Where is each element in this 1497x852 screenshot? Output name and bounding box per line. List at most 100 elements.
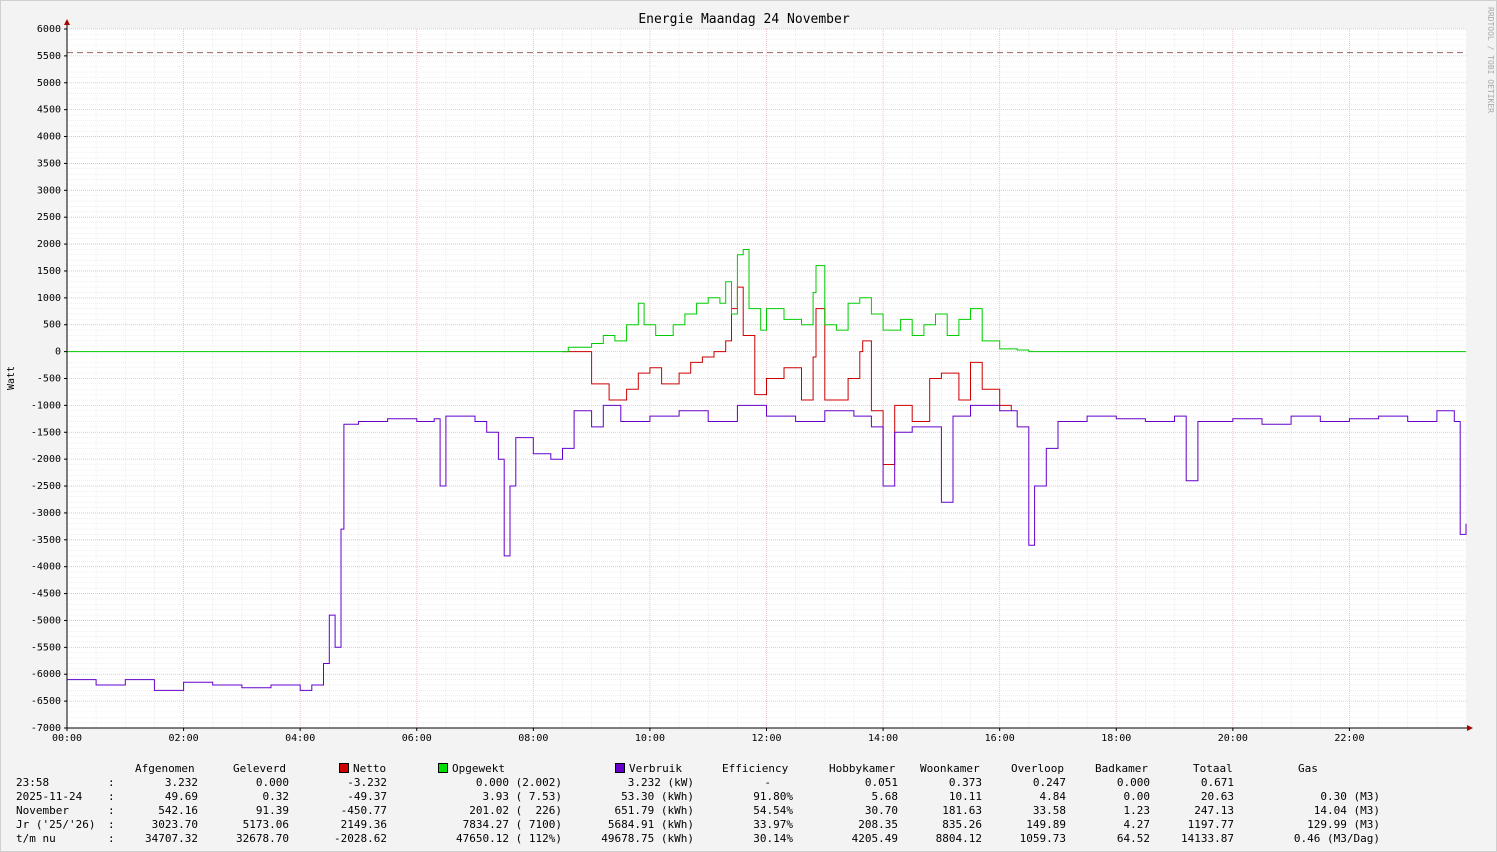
legend-cell-sep: : — [108, 790, 115, 803]
netto-swatch — [339, 763, 349, 773]
legend-cell-totaal: 1197.77 — [1187, 818, 1234, 831]
y-tick-label: -1000 — [31, 400, 61, 411]
legend-cell-badkamer: 0.00 — [1123, 790, 1151, 803]
x-tick-label: 14:00 — [868, 733, 898, 744]
legend-cell-netto: -2028.62 — [334, 832, 387, 845]
watermark: RRDTOOL / TOBI OETIKER — [1486, 7, 1495, 113]
legend-cell-label: t/m nu — [16, 832, 56, 845]
x-axis-arrow — [1467, 725, 1473, 731]
legend-cell-woonkamer: 835.26 — [942, 818, 982, 831]
legend-cell-overloop: 149.89 — [1026, 818, 1066, 831]
legend-cell-opgewekt: 0.000 (2.002) — [475, 776, 562, 789]
y-tick-label: -4500 — [31, 589, 61, 600]
y-tick-label: -500 — [37, 374, 61, 385]
x-tick-label: 18:00 — [1101, 733, 1131, 744]
y-tick-label: -1500 — [31, 427, 61, 438]
y-tick-label: 2500 — [37, 212, 61, 223]
x-tick-label: 10:00 — [635, 733, 665, 744]
y-tick-label: -5000 — [31, 615, 61, 626]
legend-cell-geleverd: 0.000 — [255, 776, 289, 789]
y-tick-label: 5000 — [37, 78, 61, 89]
y-tick-label: 0 — [55, 347, 61, 358]
legend-cell-overloop: 0.247 — [1032, 776, 1066, 789]
header-overloop: Overloop — [1011, 762, 1064, 775]
legend-cell-efficiency: 54.54% — [753, 804, 793, 817]
legend-cell-hobbykamer: 30.70 — [864, 804, 898, 817]
header-gas: Gas — [1298, 762, 1318, 775]
legend-cell-efficiency: 91.80% — [753, 790, 793, 803]
x-tick-label: 16:00 — [985, 733, 1015, 744]
legend-cell-badkamer: 0.000 — [1116, 776, 1150, 789]
chart-title: Energie Maandag 24 November — [638, 12, 849, 27]
series-opgewekt-line — [67, 249, 1466, 353]
legend-cell-totaal: 247.13 — [1194, 804, 1234, 817]
legend-cell-netto: -3.232 — [347, 776, 387, 789]
y-tick-label: -2500 — [31, 481, 61, 492]
legend-cell-totaal: 20.63 — [1200, 790, 1234, 803]
legend-cell-woonkamer: 0.373 — [948, 776, 982, 789]
series-lines — [67, 249, 1467, 691]
y-tick-label: 4500 — [37, 105, 61, 116]
x-tick-label: 04:00 — [285, 733, 315, 744]
legend-cell-overloop: 1059.73 — [1019, 832, 1066, 845]
opgewekt-label: Opgewekt — [452, 762, 505, 775]
x-tick-label: 20:00 — [1218, 733, 1248, 744]
legend-cell-opgewekt: 47650.12 ( 112%) — [456, 832, 562, 845]
legend-cell-opgewekt: 201.02 ( 226) — [469, 804, 562, 817]
legend-cell-badkamer: 4.27 — [1123, 818, 1151, 831]
y-tick-label: 1000 — [37, 293, 61, 304]
header-afgenomen: Afgenomen — [135, 762, 195, 775]
series-netto-line — [562, 286, 1012, 465]
legend-cell-afgenomen: 542.16 — [158, 804, 198, 817]
y-tick-label: -3000 — [31, 508, 61, 519]
x-tick-label: 12:00 — [751, 733, 781, 744]
verbruik-swatch — [615, 763, 625, 773]
legend-cell-gas: 129.99 (M3) — [1307, 818, 1380, 831]
legend-cell-opgewekt: 7834.27 ( 7100) — [462, 818, 562, 831]
y-tick-label: 4000 — [37, 132, 61, 143]
y-tick-label: 3500 — [37, 158, 61, 169]
x-tick-label: 08:00 — [518, 733, 548, 744]
y-axis-label: Watt — [6, 366, 17, 390]
legend-cell-woonkamer: 10.11 — [948, 790, 982, 803]
legend-cell-totaal: 0.671 — [1200, 776, 1234, 789]
legend-cell-hobbykamer: 4205.49 — [851, 832, 898, 845]
header-opgewekt: Opgewekt — [438, 762, 505, 775]
legend-cell-gas: 14.04 (M3) — [1313, 804, 1380, 817]
legend-cell-verbruik: 651.79 (kWh) — [614, 804, 694, 817]
legend-cell-sep: : — [108, 776, 115, 789]
y-tick-label: -6000 — [31, 669, 61, 680]
x-tick-label: 02:00 — [169, 733, 199, 744]
legend-cell-totaal: 14133.87 — [1181, 832, 1234, 845]
energy-chart: 6000550050004500400035003000250020001500… — [6, 7, 1495, 744]
legend-cell-geleverd: 0.32 — [262, 790, 290, 803]
legend-cell-verbruik: 49678.75 (kWh) — [601, 832, 694, 845]
legend-cell-label: 23:58 — [16, 776, 50, 789]
netto-label: Netto — [353, 762, 387, 775]
legend-cell-verbruik: 5684.91 (kWh) — [607, 818, 694, 831]
legend-cell-efficiency: 30.14% — [753, 832, 793, 845]
y-tick-label: 3000 — [37, 185, 61, 196]
y-axis-arrow — [64, 19, 70, 25]
x-axis-ticks: 00:00 02:00 04:00 06:00 08:00 10:00 12:00 14:00… — [52, 728, 1364, 744]
legend-cell-overloop: 33.58 — [1032, 804, 1066, 817]
legend-cell-sep: : — [108, 818, 115, 831]
legend-cell-woonkamer: 8804.12 — [935, 832, 982, 845]
header-netto: Netto — [339, 762, 386, 775]
legend-cell-geleverd: 5173.06 — [242, 818, 289, 831]
legend-cell-badkamer: 64.52 — [1116, 832, 1150, 845]
y-axis-ticks: 6000550050004500400035003000250020001500… — [31, 24, 67, 734]
legend-cell-geleverd: 91.39 — [255, 804, 289, 817]
x-tick-label: 22:00 — [1334, 733, 1364, 744]
legend-cell-label: Jr ('25/'26) — [16, 818, 96, 831]
y-tick-label: -5500 — [31, 642, 61, 653]
legend-cell-overloop: 4.84 — [1039, 790, 1067, 803]
opgewekt-swatch — [438, 763, 448, 773]
legend-cell-efficiency: 33.97% — [753, 818, 793, 831]
header-verbruik: Verbruik — [615, 762, 682, 775]
legend-cell-sep: : — [108, 804, 115, 817]
y-tick-label: 1500 — [37, 266, 61, 277]
y-tick-label: -3500 — [31, 535, 61, 546]
legend-cell-netto: 2149.36 — [340, 818, 387, 831]
legend-cell-label: 2025-11-24 — [16, 790, 83, 803]
